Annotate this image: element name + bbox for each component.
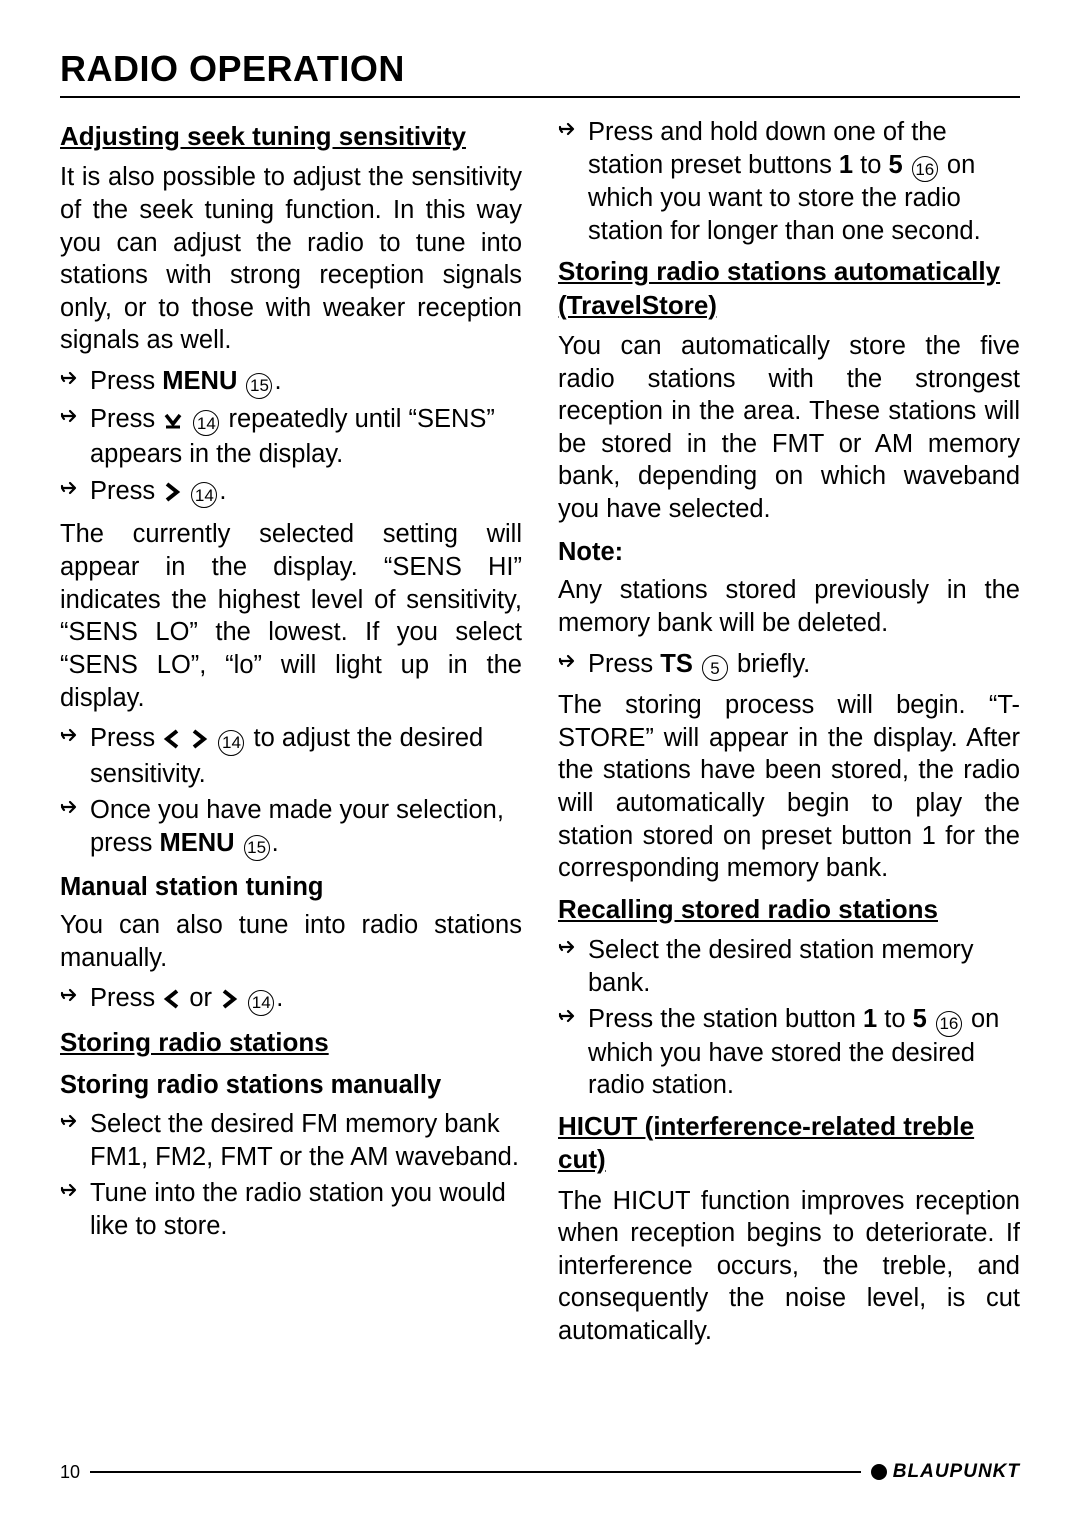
step-text: Press TS 5 briefly.	[588, 648, 1020, 682]
ref-14-icon: 14	[248, 990, 274, 1016]
step-text: Press MENU 15.	[90, 365, 522, 399]
step-text: Press the station button 1 to 5 16 on wh…	[588, 1003, 1020, 1102]
ref-5-icon: 5	[702, 655, 728, 681]
brand-dot-icon	[871, 1464, 887, 1480]
right-arrow-icon	[220, 985, 238, 1018]
step-list: Select the desired station memory bank. …	[558, 934, 1020, 1102]
step-arrow-icon	[60, 365, 90, 388]
heading-note: Note:	[558, 536, 1020, 569]
list-item: Press or 14.	[60, 982, 522, 1018]
step-arrow-icon	[60, 982, 90, 1005]
list-item: Select the desired station memory bank.	[558, 934, 1020, 999]
step-arrow-icon	[60, 722, 90, 745]
step-arrow-icon	[558, 934, 588, 957]
step-text: Select the desired FM memory bank FM1, F…	[90, 1108, 522, 1173]
ref-16-icon: 16	[912, 156, 938, 182]
left-column: Adjusting seek tuning sensitivity It is …	[60, 116, 522, 1356]
step-text: Press 14 to adjust the desired sensitivi…	[90, 722, 522, 790]
list-item: Press TS 5 briefly.	[558, 648, 1020, 682]
ref-15-icon: 15	[246, 373, 272, 399]
brand-name: BLAUPUNKT	[893, 1461, 1020, 1483]
step-arrow-icon	[60, 475, 90, 498]
ref-14-icon: 14	[218, 730, 244, 756]
step-arrow-icon	[60, 1177, 90, 1200]
page-title: RADIO OPERATION	[60, 48, 1020, 90]
list-item: Press 14 repeatedly until “SENS” appears…	[60, 403, 522, 471]
step-arrow-icon	[558, 1003, 588, 1026]
paragraph: The currently selected setting will appe…	[60, 518, 522, 714]
heading-adjusting-sensitivity: Adjusting seek tuning sensitivity	[60, 120, 522, 153]
step-arrow-icon	[558, 648, 588, 671]
heading-manual-tuning: Manual station tuning	[60, 871, 522, 904]
step-text: Tune into the radio station you would li…	[90, 1177, 522, 1242]
heading-hicut: HICUT (interference-related treble cut)	[558, 1110, 1020, 1177]
heading-storing-manually: Storing radio stations manually	[60, 1069, 522, 1102]
step-arrow-icon	[60, 794, 90, 817]
footer-rule	[90, 1471, 861, 1473]
heading-travelstore: Storing radio stations automatically (Tr…	[558, 255, 1020, 322]
step-arrow-icon	[60, 403, 90, 426]
list-item: Tune into the radio station you would li…	[60, 1177, 522, 1242]
step-list: Select the desired FM memory bank FM1, F…	[60, 1108, 522, 1243]
ref-14-icon: 14	[191, 482, 217, 508]
right-arrow-icon	[190, 725, 208, 758]
step-text: Press and hold down one of the station p…	[588, 116, 1020, 247]
page-number: 10	[60, 1462, 80, 1483]
heading-recalling: Recalling stored radio stations	[558, 893, 1020, 926]
step-list: Press or 14.	[60, 982, 522, 1018]
content-columns: Adjusting seek tuning sensitivity It is …	[60, 116, 1020, 1356]
paragraph: The HICUT function improves reception wh…	[558, 1185, 1020, 1348]
heading-storing-stations: Storing radio stations	[60, 1026, 522, 1059]
page-footer: 10 BLAUPUNKT	[60, 1461, 1020, 1483]
ref-16-icon: 16	[936, 1011, 962, 1037]
step-list: Press TS 5 briefly.	[558, 648, 1020, 682]
left-arrow-icon	[163, 725, 181, 758]
step-text: Select the desired station memory bank.	[588, 934, 1020, 999]
step-text: Press 14.	[90, 475, 522, 511]
step-arrow-icon	[558, 116, 588, 139]
brand-logo: BLAUPUNKT	[871, 1461, 1020, 1483]
down-arrow-icon	[163, 406, 183, 439]
paragraph: The storing process will begin. “T-STORE…	[558, 689, 1020, 885]
ref-14-icon: 14	[193, 410, 219, 436]
step-text: Once you have made your selection, press…	[90, 794, 522, 860]
paragraph: You can also tune into radio stations ma…	[60, 909, 522, 974]
step-list: Press 14 to adjust the desired sensitivi…	[60, 722, 522, 860]
right-column: Press and hold down one of the station p…	[558, 116, 1020, 1356]
list-item: Press the station button 1 to 5 16 on wh…	[558, 1003, 1020, 1102]
paragraph: It is also possible to adjust the sensit…	[60, 161, 522, 357]
list-item: Once you have made your selection, press…	[60, 794, 522, 860]
right-arrow-icon	[163, 478, 181, 511]
step-arrow-icon	[60, 1108, 90, 1131]
list-item: Press MENU 15.	[60, 365, 522, 399]
step-text: Press or 14.	[90, 982, 522, 1018]
step-list: Press MENU 15. Press 14 repeatedly until…	[60, 365, 522, 510]
list-item: Press 14.	[60, 475, 522, 511]
left-arrow-icon	[163, 985, 181, 1018]
list-item: Select the desired FM memory bank FM1, F…	[60, 1108, 522, 1173]
paragraph: You can automatically store the five rad…	[558, 330, 1020, 526]
list-item: Press 14 to adjust the desired sensitivi…	[60, 722, 522, 790]
title-rule	[60, 96, 1020, 98]
paragraph: Any stations stored previously in the me…	[558, 574, 1020, 639]
ref-15-icon: 15	[244, 835, 270, 861]
list-item: Press and hold down one of the station p…	[558, 116, 1020, 247]
step-text: Press 14 repeatedly until “SENS” appears…	[90, 403, 522, 471]
step-list: Press and hold down one of the station p…	[558, 116, 1020, 247]
